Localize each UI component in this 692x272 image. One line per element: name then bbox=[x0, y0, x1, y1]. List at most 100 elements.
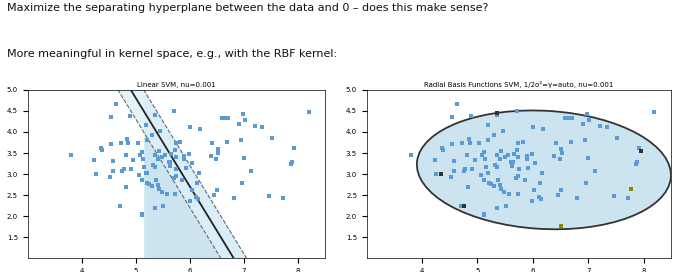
Point bbox=[406, 152, 417, 157]
Point bbox=[135, 153, 146, 157]
Point bbox=[446, 142, 457, 146]
Point bbox=[154, 149, 165, 154]
Point bbox=[527, 199, 538, 204]
Point bbox=[462, 153, 473, 158]
Point bbox=[476, 153, 487, 157]
Point bbox=[491, 164, 502, 169]
Point bbox=[216, 116, 227, 120]
Point bbox=[452, 102, 463, 107]
Point bbox=[467, 167, 478, 171]
Point bbox=[538, 127, 549, 131]
Point bbox=[483, 180, 494, 185]
Point bbox=[136, 212, 147, 217]
Point bbox=[149, 205, 161, 210]
Point bbox=[554, 157, 565, 162]
Point bbox=[491, 152, 502, 157]
Point bbox=[184, 199, 195, 204]
Point bbox=[523, 166, 534, 171]
Point bbox=[175, 140, 186, 144]
Point bbox=[237, 112, 248, 116]
Point bbox=[141, 171, 152, 176]
Point bbox=[105, 115, 116, 119]
Point bbox=[497, 129, 508, 133]
Point bbox=[141, 138, 152, 142]
Point bbox=[555, 188, 566, 192]
Point bbox=[170, 174, 181, 178]
Point bbox=[122, 141, 134, 145]
Point bbox=[633, 146, 644, 150]
Point bbox=[483, 138, 494, 142]
Point bbox=[179, 157, 190, 161]
Point bbox=[649, 110, 660, 114]
Point bbox=[152, 183, 163, 187]
Point bbox=[526, 152, 537, 157]
Point bbox=[134, 172, 145, 177]
Point bbox=[190, 195, 201, 200]
Point bbox=[288, 146, 299, 150]
Point bbox=[555, 223, 566, 228]
Point bbox=[635, 149, 646, 153]
Point bbox=[184, 125, 195, 129]
Point bbox=[209, 193, 220, 197]
Point bbox=[207, 141, 218, 145]
Point bbox=[194, 127, 206, 131]
Point bbox=[429, 158, 440, 162]
Point bbox=[527, 125, 538, 129]
Point bbox=[572, 195, 583, 200]
Point bbox=[631, 162, 642, 166]
Point bbox=[186, 161, 197, 165]
Point bbox=[171, 167, 182, 172]
Point bbox=[147, 184, 158, 188]
Point bbox=[535, 181, 546, 185]
Point bbox=[493, 177, 504, 182]
Point bbox=[237, 181, 248, 185]
Point bbox=[235, 138, 246, 142]
Point bbox=[147, 163, 158, 167]
Point bbox=[459, 167, 471, 171]
Point bbox=[136, 212, 147, 216]
Point bbox=[223, 116, 234, 120]
Point bbox=[286, 159, 298, 164]
Point bbox=[466, 113, 477, 118]
Point bbox=[483, 171, 494, 175]
Point bbox=[228, 195, 239, 200]
Point bbox=[108, 168, 119, 173]
Point bbox=[565, 140, 576, 144]
Point bbox=[511, 148, 522, 153]
Point bbox=[612, 136, 623, 140]
Point bbox=[211, 157, 222, 162]
Point bbox=[566, 116, 577, 120]
Point bbox=[141, 171, 152, 175]
Point bbox=[626, 187, 637, 191]
Point bbox=[144, 182, 155, 187]
Point bbox=[168, 175, 179, 180]
Point bbox=[132, 141, 143, 145]
Point bbox=[303, 110, 314, 114]
Point bbox=[608, 193, 619, 198]
Point bbox=[176, 178, 188, 182]
Point bbox=[500, 204, 511, 208]
Point bbox=[192, 181, 203, 185]
Point bbox=[128, 158, 139, 162]
Point bbox=[239, 118, 251, 122]
Point bbox=[165, 160, 176, 164]
Point bbox=[163, 160, 174, 164]
Point bbox=[186, 188, 197, 192]
Point bbox=[469, 158, 480, 162]
Point bbox=[436, 172, 447, 176]
Point bbox=[250, 124, 261, 128]
Point bbox=[577, 122, 588, 126]
Point bbox=[537, 171, 548, 175]
Point bbox=[120, 153, 131, 158]
Point bbox=[257, 124, 268, 129]
Point bbox=[513, 155, 524, 159]
Point bbox=[529, 188, 540, 192]
Point bbox=[117, 169, 128, 173]
Point bbox=[513, 174, 524, 178]
Point bbox=[149, 113, 161, 117]
Point bbox=[151, 177, 162, 182]
Point bbox=[491, 111, 502, 115]
Point bbox=[170, 155, 181, 159]
Point bbox=[149, 164, 161, 169]
Point bbox=[95, 146, 107, 150]
